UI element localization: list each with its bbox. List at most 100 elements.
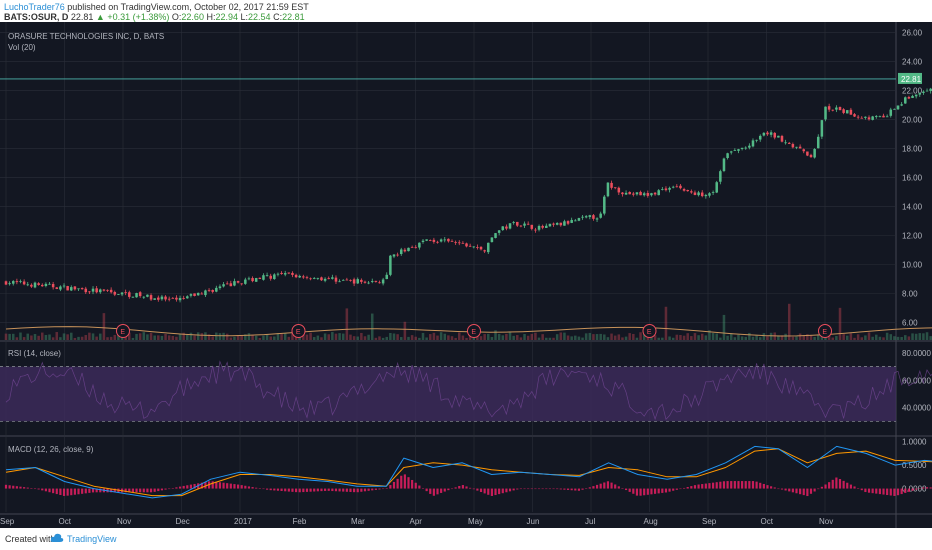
volume-bar — [603, 334, 606, 340]
volume-bar — [218, 333, 222, 340]
chart-canvas[interactable]: 26.00 24.00 22.00 20.00 18.00 16.00 14.00 12.00… — [0, 22, 932, 528]
candle-body — [128, 292, 131, 297]
volume-bar — [468, 335, 472, 340]
candle-body — [66, 286, 69, 291]
macd-histogram-bar — [635, 488, 639, 496]
macd-histogram-bar — [842, 480, 845, 489]
macd-histogram-bar — [135, 488, 138, 493]
candle-body — [44, 283, 48, 287]
volume-bar — [577, 336, 581, 340]
volume-bar — [211, 336, 214, 340]
volume-bar — [744, 336, 747, 340]
macd-histogram-bar — [907, 488, 910, 492]
macd-histogram-bar — [570, 488, 573, 491]
volume-bar — [675, 334, 679, 340]
volume-bar — [896, 336, 900, 340]
current-price-label: 22.81 — [901, 75, 922, 84]
volume-bar — [418, 337, 421, 340]
time-tick-label: Oct — [761, 517, 774, 526]
author-link[interactable]: LuchoTrader76 — [4, 2, 65, 12]
volume-bar — [733, 337, 737, 340]
candle-body — [929, 88, 932, 92]
volume-bar — [871, 336, 874, 340]
candle-body — [559, 222, 563, 226]
candle-body — [664, 188, 668, 191]
macd-histogram-bar — [392, 481, 396, 489]
macd-histogram-bar — [766, 485, 769, 489]
candle-body — [893, 108, 896, 110]
volume-bar — [48, 334, 51, 340]
high-label: H: — [206, 12, 216, 22]
candle-body — [26, 284, 30, 286]
macd-histogram-bar — [226, 483, 229, 489]
tradingview-brand[interactable]: TradingView — [67, 534, 117, 544]
candle-body — [48, 283, 51, 285]
volume-bar — [461, 335, 465, 340]
macd-histogram-bar — [664, 488, 668, 493]
macd-histogram-bar — [149, 488, 153, 493]
volume-bar — [755, 335, 758, 340]
macd-histogram-bar — [820, 486, 823, 489]
macd-histogram-bar — [204, 482, 207, 489]
volume-bar — [262, 335, 265, 340]
macd-histogram-bar — [661, 488, 664, 493]
candle-body — [472, 246, 476, 248]
volume-bar — [878, 336, 882, 340]
macd-histogram-bar — [244, 485, 247, 489]
volume-bar — [875, 334, 878, 340]
volume-bar — [838, 307, 842, 340]
macd-histogram-bar — [751, 481, 755, 489]
candle-body — [381, 279, 385, 284]
volume-bar — [167, 335, 171, 340]
candle-body — [671, 186, 675, 188]
tradingview-cloud-icon — [50, 533, 64, 542]
candle-body — [389, 255, 392, 275]
volume-bar — [66, 334, 69, 340]
candle-body — [635, 192, 639, 195]
macd-histogram-bar — [501, 488, 504, 494]
macd-histogram-bar — [403, 474, 406, 489]
candle-body — [425, 239, 428, 241]
candle-body — [258, 277, 262, 279]
time-tick-label: 2017 — [234, 517, 252, 526]
macd-histogram-bar — [33, 488, 37, 490]
macd-histogram-bar — [52, 488, 55, 494]
macd-histogram-bar — [541, 488, 544, 490]
chart-area[interactable]: 26.00 24.00 22.00 20.00 18.00 16.00 14.00 12.00… — [0, 22, 932, 528]
volume-bar — [530, 333, 534, 340]
volume-bar — [436, 335, 439, 340]
candle-body — [501, 226, 505, 231]
volume-bar — [548, 337, 552, 340]
candle-body — [164, 296, 167, 300]
candle-body — [570, 219, 573, 223]
volume-bar — [512, 335, 515, 340]
volume-bar — [15, 337, 19, 340]
macd-histogram-bar — [653, 488, 657, 494]
volume-bar — [396, 334, 399, 340]
candle-body — [294, 274, 298, 278]
macd-histogram-bar — [461, 485, 464, 489]
volume-bar — [534, 332, 537, 340]
candle-body — [167, 298, 171, 300]
volume-bar — [726, 335, 729, 340]
volume-bar — [439, 332, 443, 340]
earnings-marker-label: E — [471, 329, 476, 336]
candle-body — [414, 247, 418, 249]
candle-body — [468, 245, 472, 247]
macd-histogram-bar — [287, 488, 290, 492]
volume-bar — [490, 337, 494, 340]
volume-bar — [592, 334, 595, 340]
volume-bar — [487, 333, 490, 340]
macd-histogram-bar — [614, 484, 617, 489]
volume-bar — [798, 333, 802, 340]
macd-histogram-bar — [730, 481, 733, 489]
candle-body — [120, 292, 124, 295]
macd-histogram-bar — [273, 488, 276, 491]
candle-body — [871, 116, 874, 120]
macd-histogram-bar — [512, 488, 515, 491]
macd-histogram-bar — [360, 488, 363, 492]
candle-body — [298, 275, 301, 278]
macd-histogram-bar — [788, 488, 791, 492]
macd-histogram-bar — [62, 488, 66, 496]
macd-histogram-bar — [490, 488, 493, 496]
